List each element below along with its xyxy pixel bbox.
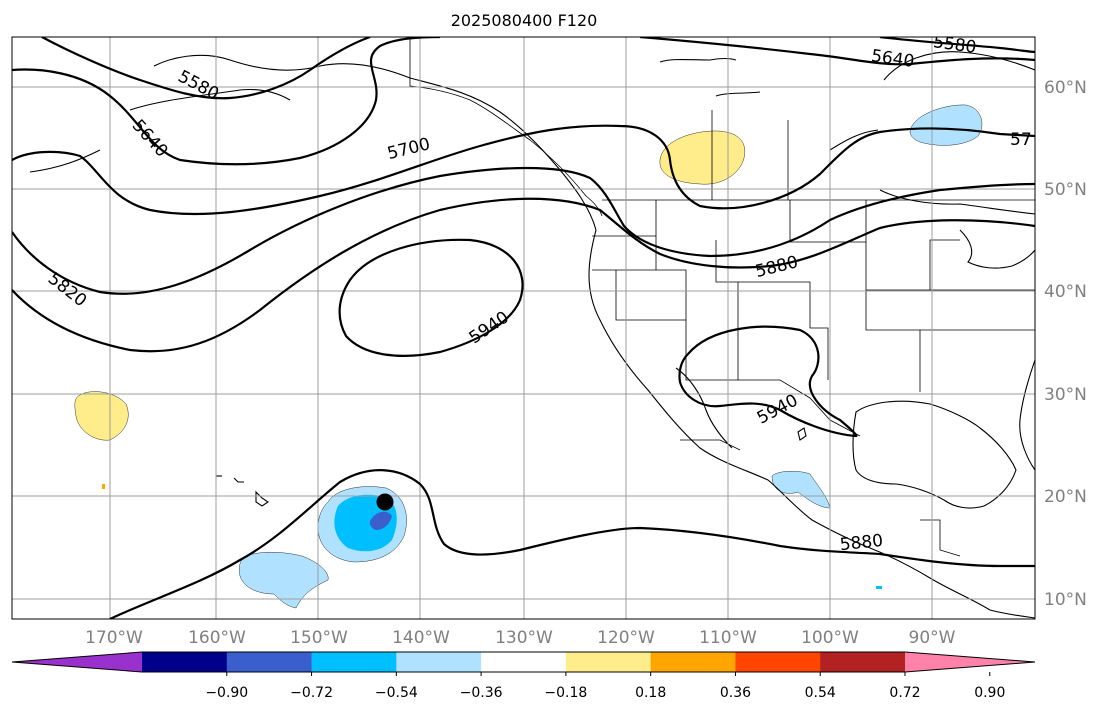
lon-label: 160°W [188, 628, 246, 648]
colorbar-tick-label: −0.90 [205, 685, 248, 701]
contour-label-5940-mexico: 5940 [754, 391, 802, 429]
colorbar-extend-low [12, 652, 142, 672]
coastlines [29, 51, 1035, 619]
lon-label: 100°W [801, 628, 859, 648]
anomaly-positive-pacific [74, 391, 129, 441]
anomaly-negative-mexico [771, 471, 831, 509]
colorbar-segment [481, 652, 567, 672]
colorbar-segment [142, 652, 228, 672]
colorbar-tick-label: 0.54 [805, 685, 836, 701]
latitude-labels: 60°N 50°N 40°N 30°N 20°N 10°N [1044, 78, 1087, 610]
map-frame [11, 36, 1036, 620]
colorbar-segment [565, 652, 652, 672]
contour-label-5880-north: 5880 [753, 252, 800, 282]
lon-label: 120°W [597, 628, 655, 648]
anomaly-negative-sw [239, 552, 329, 609]
colorbar-tick-label: 0.18 [635, 685, 666, 701]
lat-label: 10°N [1044, 590, 1087, 610]
anomaly-shading [74, 104, 983, 609]
colorbar: −0.90 −0.72 −0.54 −0.36 −0.18 0.18 0.36 0.54 0.7… [11, 651, 1036, 701]
colorbar-tick-label: −0.36 [460, 685, 503, 701]
contour-labels: 5580 5580 5640 5640 5700 5820 5880 5940 … [44, 32, 1032, 555]
lat-label: 20°N [1044, 487, 1087, 507]
height-contours [12, 37, 1035, 619]
lon-label: 110°W [699, 628, 757, 648]
colorbar-segment [396, 652, 482, 672]
contour-label-5880-south: 5880 [839, 531, 884, 555]
contour-5700 [12, 124, 1035, 216]
contour-5940-pacific [338, 238, 524, 357]
graticule [12, 37, 1035, 619]
contour-5820 [12, 166, 1035, 295]
lon-label: 130°W [495, 628, 553, 648]
contour-label-5580-top: 5580 [932, 32, 978, 58]
colorbar-tick-label: −0.18 [544, 685, 587, 701]
lon-label: 140°W [392, 628, 450, 648]
contour-5640 [12, 37, 1035, 166]
contour-label-5640-left: 5640 [128, 116, 172, 162]
lat-label: 60°N [1044, 78, 1087, 98]
anomaly-negative-center-core [369, 511, 392, 530]
contour-label-5700: 5700 [385, 134, 432, 164]
storm-center-marker [376, 493, 394, 511]
lat-label: 50°N [1044, 180, 1087, 200]
lat-label: 40°N [1044, 282, 1087, 302]
small-orange-dot [102, 484, 105, 489]
colorbar-tick-label: 0.90 [974, 685, 1005, 701]
contour-label-5940-pacific: 5940 [466, 307, 513, 348]
lat-label: 30°N [1044, 385, 1087, 405]
colorbar-outline [11, 651, 1036, 673]
lon-label: 170°W [85, 628, 143, 648]
colorbar-tick-label: 0.72 [889, 685, 920, 701]
colorbar-segment [650, 652, 736, 672]
anomaly-negative-hudson [909, 104, 983, 146]
anomaly-positive-canada [659, 130, 746, 185]
colorbar-tick-label: −0.54 [375, 685, 418, 701]
colorbar-segment [226, 652, 313, 672]
contour-label-edge: 57 [1010, 130, 1032, 150]
contour-5880-south [109, 469, 1035, 619]
longitude-labels: 170°W 160°W 150°W 140°W 130°W 120°W 110°… [85, 628, 956, 648]
colorbar-tick-label: 0.36 [720, 685, 751, 701]
contour-5940-mexico [678, 325, 858, 438]
lon-label: 150°W [290, 628, 348, 648]
contour-5580 [41, 37, 1035, 100]
anomaly-negative-small [876, 586, 882, 589]
colorbar-tick-label: −0.72 [290, 685, 333, 701]
colorbar-extend-high [905, 652, 1035, 672]
colorbar-segment [311, 652, 397, 672]
contour-label-5820: 5820 [44, 269, 90, 311]
lon-label: 90°W [909, 628, 956, 648]
map-title: 2025080400 F120 [451, 11, 598, 30]
contour-5880-north [12, 197, 1035, 353]
colorbar-segment [735, 652, 821, 672]
contour-label-5640-top: 5640 [870, 46, 916, 72]
colorbar-segment [820, 652, 906, 672]
